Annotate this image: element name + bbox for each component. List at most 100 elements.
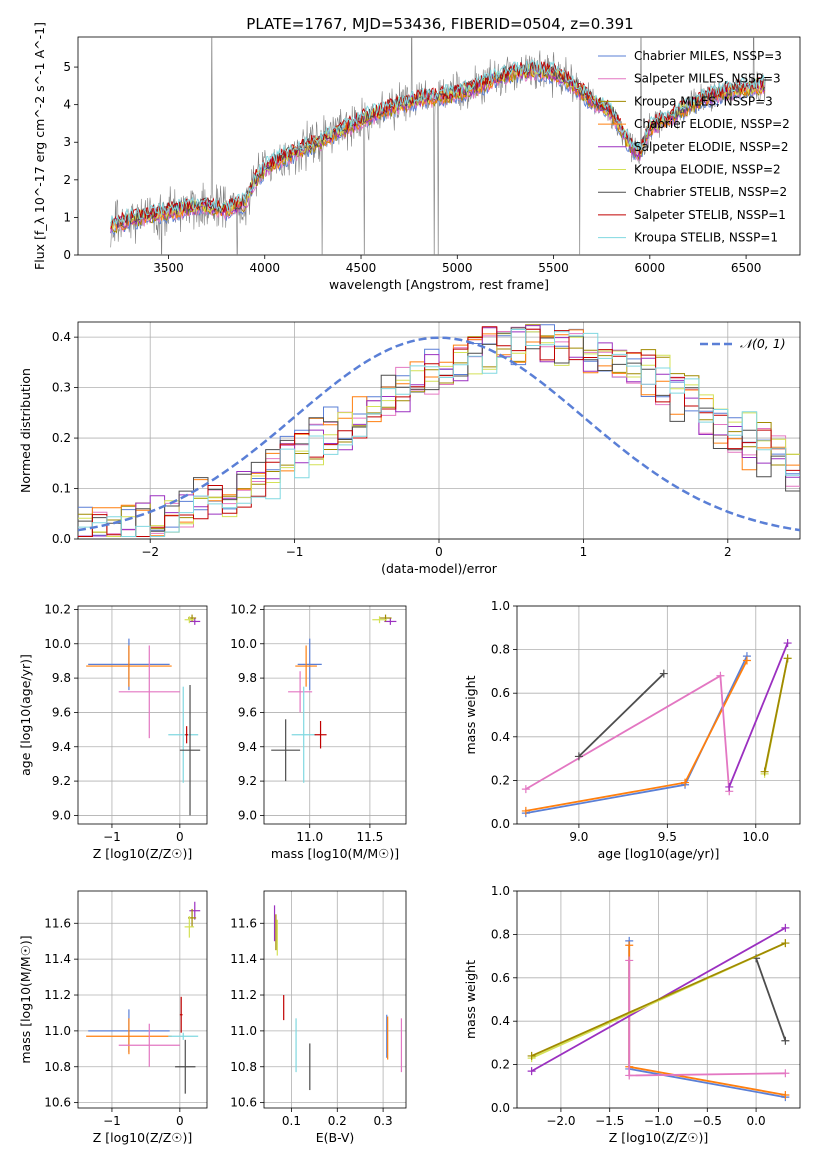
weight-marker xyxy=(574,752,583,761)
y-tick-label: 11.2 xyxy=(230,988,257,1002)
legend-entry: 𝒩(0, 1) xyxy=(740,336,786,351)
y-axis-label: mass weight xyxy=(463,960,478,1039)
data-point-errorbar xyxy=(384,618,397,625)
plot-frame xyxy=(263,890,407,1109)
weight-marker xyxy=(781,1036,790,1045)
x-tick-label: 0 xyxy=(176,830,184,844)
weight-series-line xyxy=(728,642,789,788)
panel-weight-vs-age: 9.0 9.5 10.0 0.0 0.2 0.4 0.6 0.8 1.0 age [log10(a… xyxy=(463,599,801,861)
y-tick-label: 0.8 xyxy=(491,643,510,657)
legend-entry: Kroupa STELIB, NSSP=1 xyxy=(634,231,778,245)
data-point-errorbar xyxy=(185,726,188,744)
weight-marker xyxy=(781,1069,790,1078)
y-tick-label: 0.2 xyxy=(52,431,71,445)
data-point-errorbar xyxy=(379,614,392,622)
plot-area xyxy=(78,324,800,537)
x-tick-label: 1 xyxy=(580,545,588,559)
x-tick-label: −0.5 xyxy=(693,1114,722,1128)
y-axis-label: age [log10(age/yr)] xyxy=(18,654,33,776)
plot-frame xyxy=(77,36,801,256)
y-axis-label: mass [log10(M/M☉)] xyxy=(18,935,33,1063)
x-axis-label: Z [log10(Z/Z☉)] xyxy=(93,846,193,861)
y-tick-label: 0.4 xyxy=(491,730,510,744)
x-tick-label: −1 xyxy=(286,545,304,559)
y-tick-label: 0.4 xyxy=(491,1014,510,1028)
y-tick-label: 11.0 xyxy=(230,1024,257,1038)
plot-area xyxy=(521,639,792,818)
x-tick-label: −1.0 xyxy=(644,1114,673,1128)
weight-marker xyxy=(783,639,792,648)
data-point-errorbar xyxy=(179,684,201,816)
y-tick-label: 10.8 xyxy=(44,1060,71,1074)
weight-marker xyxy=(681,778,690,787)
y-tick-label: 10.6 xyxy=(44,1096,71,1110)
x-tick-label: 0 xyxy=(176,1114,184,1128)
weight-marker xyxy=(625,956,634,965)
model-spectrum-line xyxy=(110,61,766,230)
data-point-errorbar xyxy=(288,671,313,713)
legend-entry: Chabrier STELIB, NSSP=2 xyxy=(634,185,787,199)
x-axis-label: Z [log10(Z/Z☉)] xyxy=(609,1130,709,1145)
x-tick-label: −2.0 xyxy=(546,1114,575,1128)
y-tick-label: 10.0 xyxy=(230,637,257,651)
x-tick-label: −1 xyxy=(103,830,121,844)
y-tick-label: 9.0 xyxy=(52,808,71,822)
x-tick-label: 11.0 xyxy=(296,830,323,844)
weight-marker xyxy=(742,656,751,665)
data-point-errorbar xyxy=(86,645,172,687)
residual-histogram xyxy=(78,327,800,537)
data-point-errorbar xyxy=(118,645,180,739)
residual-histogram xyxy=(78,325,800,537)
plot-area xyxy=(527,923,790,1102)
data-point-errorbar xyxy=(168,686,199,783)
y-tick-label: 0.6 xyxy=(491,971,510,985)
weight-marker xyxy=(625,941,634,950)
y-tick-label: 0.6 xyxy=(491,686,510,700)
y-tick-label: 0.0 xyxy=(491,817,510,831)
data-point-errorbar xyxy=(291,686,316,783)
y-tick-label: 0.1 xyxy=(52,482,71,496)
y-tick-label: 0.4 xyxy=(52,330,71,344)
y-axis-label: Flux [f_λ 10^-17 erg cm^-2 s^-1 A^-1] xyxy=(32,22,47,270)
x-tick-label: 4000 xyxy=(249,261,280,275)
y-tick-label: 11.4 xyxy=(230,952,257,966)
weight-marker xyxy=(783,654,792,663)
x-axis-label: mass [log10(M/M☉)] xyxy=(271,846,399,861)
panel-spectrum: 3500 4000 4500 5000 5500 6000 6500 0 1 2 3 4 5 wavele… xyxy=(32,22,801,292)
legend-entry: Kroupa MILES, NSSP=3 xyxy=(634,94,773,108)
spectrum-legend: Chabrier MILES, NSSP=3 Salpeter MILES, NS… xyxy=(598,49,790,245)
y-tick-label: 0 xyxy=(63,248,71,262)
y-tick-label: 9.8 xyxy=(238,671,257,685)
y-tick-label: 5 xyxy=(63,60,71,74)
plot-frame xyxy=(77,890,208,1109)
figure-title: PLATE=1767, MJD=53436, FIBERID=0504, z=0… xyxy=(246,15,633,33)
y-tick-label: 10.0 xyxy=(44,637,71,651)
legend-entry: Salpeter MILES, NSSP=3 xyxy=(634,72,781,86)
y-tick-label: 11.2 xyxy=(44,988,71,1002)
x-axis-label: Z [log10(Z/Z☉)] xyxy=(93,1130,193,1145)
x-axis-label: age [log10(age/yr)] xyxy=(598,846,720,861)
weight-marker xyxy=(716,671,725,680)
weight-series-line xyxy=(525,660,748,812)
y-tick-label: 3 xyxy=(63,135,71,149)
x-tick-label: 6500 xyxy=(731,261,762,275)
plot-frame xyxy=(516,605,801,825)
data-point-errorbar xyxy=(86,1018,172,1055)
y-tick-label: 9.6 xyxy=(52,705,71,719)
data-point-errorbar xyxy=(168,1032,199,1040)
weight-marker xyxy=(527,1051,536,1060)
x-tick-label: 6000 xyxy=(635,261,666,275)
y-tick-label: 4 xyxy=(63,98,71,112)
data-point-errorbar xyxy=(372,616,387,624)
weight-marker xyxy=(625,1071,634,1080)
y-tick-label: 11.6 xyxy=(44,916,71,930)
data-point-errorbar xyxy=(184,916,195,938)
y-tick-label: 11.0 xyxy=(44,1024,71,1038)
y-tick-label: 1.0 xyxy=(491,884,510,898)
data-point-errorbar xyxy=(189,618,201,625)
weight-series-line xyxy=(763,658,789,772)
x-axis-label: wavelength [Angstrom, rest frame] xyxy=(329,277,549,292)
panel-residuals: −2 −1 0 1 2 0.0 0.1 0.2 0.3 0.4 (data-model)/error… xyxy=(18,321,801,576)
x-tick-label: 5000 xyxy=(442,261,473,275)
